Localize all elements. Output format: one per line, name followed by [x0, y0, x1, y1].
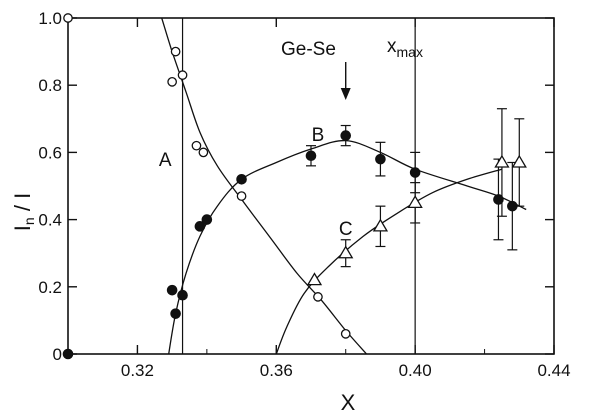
xmax-arrow-head	[340, 88, 351, 100]
point-b	[493, 194, 504, 205]
y-tick-label: 1.0	[38, 9, 62, 28]
y-axis-title: In / I	[10, 193, 37, 231]
x-tick-label: 0.40	[399, 361, 432, 380]
y-tick-label: 0.6	[38, 143, 62, 162]
point-b	[340, 130, 352, 141]
plot-frame	[67, 17, 555, 355]
plot-area: 0.32 0.36 0.40 0.44 0 0.2 0.4 0.6 0.8 1.0 A B C	[38, 9, 570, 380]
series-label-b: B	[312, 125, 325, 146]
point-a	[63, 13, 73, 23]
point-b	[166, 284, 178, 296]
y-tick-label: 0.2	[38, 278, 62, 297]
point-b	[305, 150, 317, 162]
xmax-label-subscript: max	[397, 44, 423, 60]
point-b	[375, 153, 386, 165]
xmax-label-main: x	[387, 36, 397, 57]
point-c	[338, 245, 354, 259]
point-b	[194, 221, 206, 232]
point-a	[313, 292, 323, 302]
point-a	[170, 46, 181, 57]
x-axis-title: X	[341, 390, 356, 415]
point-b	[62, 348, 74, 360]
point-c	[372, 218, 389, 232]
xmax-label: xmax	[387, 36, 423, 60]
point-b	[201, 214, 213, 225]
y-tick-label: 0.8	[38, 76, 62, 95]
series-label-c: C	[339, 219, 353, 240]
point-b	[236, 173, 247, 185]
point-a	[340, 328, 351, 339]
curve-c	[275, 168, 503, 354]
curve-b	[168, 139, 527, 354]
point-b	[177, 289, 188, 301]
point-c	[511, 154, 527, 168]
y-tick-label: 0	[53, 345, 62, 364]
point-a	[177, 70, 188, 80]
point-b	[170, 308, 181, 319]
series-label-a: A	[159, 150, 172, 171]
point-c	[407, 195, 423, 209]
point-a	[191, 140, 202, 151]
point-a	[236, 191, 247, 201]
system-label: Ge-Se	[281, 39, 336, 60]
point-a	[198, 147, 209, 158]
y-tick-label: 0.4	[38, 211, 62, 230]
x-tick-label: 0.36	[260, 361, 293, 380]
point-b	[409, 167, 421, 178]
point-a	[167, 76, 177, 87]
x-tick-label: 0.44	[537, 361, 570, 380]
point-c	[494, 154, 510, 168]
x-tick-label: 0.32	[121, 361, 154, 380]
curve-a	[161, 18, 367, 354]
point-c	[306, 272, 323, 286]
